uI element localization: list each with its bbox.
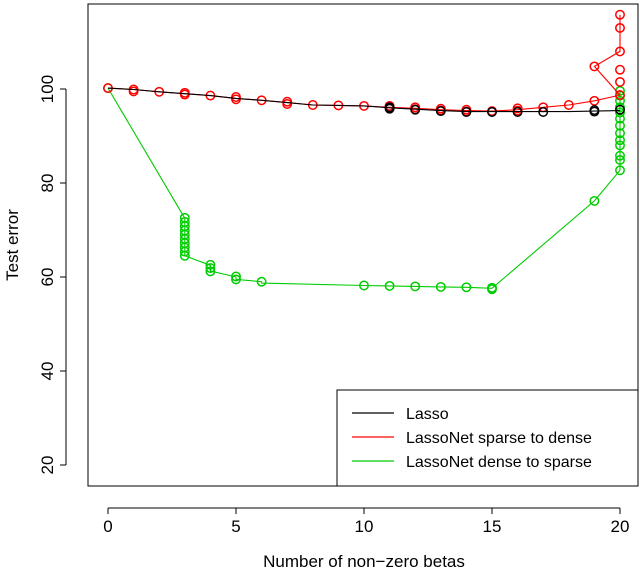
data-point xyxy=(563,100,574,110)
series-1 xyxy=(103,9,625,117)
legend-box xyxy=(336,389,639,487)
series-0 xyxy=(107,87,625,117)
data-point xyxy=(282,99,293,109)
data-point xyxy=(461,107,472,117)
series-layer xyxy=(103,9,625,295)
data-point xyxy=(128,86,139,97)
data-point xyxy=(512,107,523,117)
data-point xyxy=(231,274,241,285)
data-point xyxy=(435,281,446,292)
y-tick-label: 60 xyxy=(38,268,57,287)
data-point xyxy=(256,276,267,287)
data-point xyxy=(461,282,472,293)
y-axis: 20 40 60 80 100 xyxy=(38,75,67,475)
data-point xyxy=(179,89,190,100)
data-point xyxy=(231,271,241,282)
y-axis-title: Test error xyxy=(3,209,22,281)
data-point xyxy=(615,135,625,146)
x-axis: 0 5 10 15 20 xyxy=(103,507,630,536)
data-point xyxy=(615,128,625,139)
data-point xyxy=(487,284,497,295)
data-point xyxy=(487,107,497,117)
x-tick-label: 15 xyxy=(483,517,502,536)
data-point xyxy=(205,266,216,277)
data-point xyxy=(615,46,625,57)
x-tick-label: 20 xyxy=(611,517,630,536)
data-point xyxy=(615,120,625,131)
data-point xyxy=(615,22,625,33)
legend-label-sparse-to-dense: LassoNet sparse to dense xyxy=(406,430,592,447)
x-tick-label: 5 xyxy=(231,517,240,536)
data-point xyxy=(615,104,625,115)
data-point xyxy=(179,246,190,257)
data-point xyxy=(179,250,190,261)
data-point xyxy=(615,165,625,176)
data-point xyxy=(615,140,625,151)
data-point xyxy=(615,90,625,101)
x-axis-title: Number of non−zero betas xyxy=(263,552,465,571)
x-tick-label: 10 xyxy=(355,517,374,536)
data-point xyxy=(435,106,446,117)
data-point xyxy=(384,103,395,114)
data-point xyxy=(589,95,600,106)
x-tick-label: 0 xyxy=(103,517,112,536)
data-point xyxy=(359,280,369,291)
data-point xyxy=(615,150,625,161)
data-point xyxy=(538,107,549,117)
legend: Lasso LassoNet sparse to dense LassoNet … xyxy=(336,389,639,487)
series-line xyxy=(107,87,621,113)
data-point xyxy=(410,281,421,292)
data-point xyxy=(205,263,216,274)
data-point xyxy=(589,195,600,206)
y-tick-label: 100 xyxy=(38,75,57,103)
data-point xyxy=(615,107,625,118)
y-tick-label: 80 xyxy=(38,174,57,193)
data-point xyxy=(589,105,600,116)
data-point xyxy=(384,280,395,291)
data-point xyxy=(615,64,625,75)
legend-label-lasso: Lasso xyxy=(406,406,449,423)
data-point xyxy=(615,9,625,20)
data-point xyxy=(615,155,625,165)
series-line xyxy=(107,87,621,289)
legend-label-dense-to-sparse: LassoNet dense to sparse xyxy=(406,454,592,471)
data-point xyxy=(589,61,600,72)
data-point xyxy=(410,104,421,115)
y-tick-label: 20 xyxy=(38,456,57,475)
data-point xyxy=(615,76,625,87)
y-tick-label: 40 xyxy=(38,362,57,381)
data-point xyxy=(205,259,216,270)
data-point xyxy=(231,94,241,105)
